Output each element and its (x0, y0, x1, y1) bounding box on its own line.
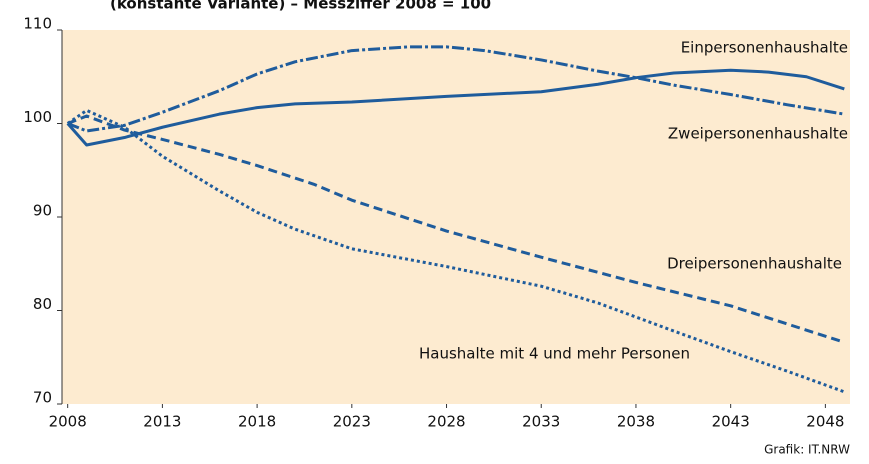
chart-subtitle: (konstante Variante) – Messziffer 2008 =… (110, 0, 491, 13)
series-line (66, 108, 845, 394)
y-tick-label: 110 (23, 15, 52, 33)
series-label: Einpersonenhaushalte (681, 39, 848, 57)
x-tick-label: 2008 (49, 413, 87, 431)
series-label: Haushalte mit 4 und mehr Personen (419, 345, 690, 363)
y-tick-label: 80 (33, 295, 52, 313)
y-tick-label: 100 (23, 108, 52, 126)
credit: Grafik: IT.NRW (764, 443, 850, 457)
x-tick-label: 2023 (333, 413, 371, 431)
series-label: Dreipersonenhaushalte (667, 255, 842, 273)
x-tick-label: 2038 (617, 413, 655, 431)
x-tick-label: 2013 (143, 413, 181, 431)
x-tick-label: 2048 (806, 413, 844, 431)
x-tick-label: 2028 (427, 413, 465, 431)
y-tick-label: 70 (33, 389, 52, 407)
y-tick-label: 90 (33, 202, 52, 220)
plot-background (62, 30, 850, 404)
x-tick-label: 2018 (238, 413, 276, 431)
x-tick-label: 2043 (712, 413, 750, 431)
series-line (67, 45, 845, 133)
series-label: Zweipersonenhaushalte (668, 125, 848, 143)
x-tick-label: 2033 (522, 413, 560, 431)
series-line (66, 68, 845, 147)
series-line (67, 114, 845, 344)
